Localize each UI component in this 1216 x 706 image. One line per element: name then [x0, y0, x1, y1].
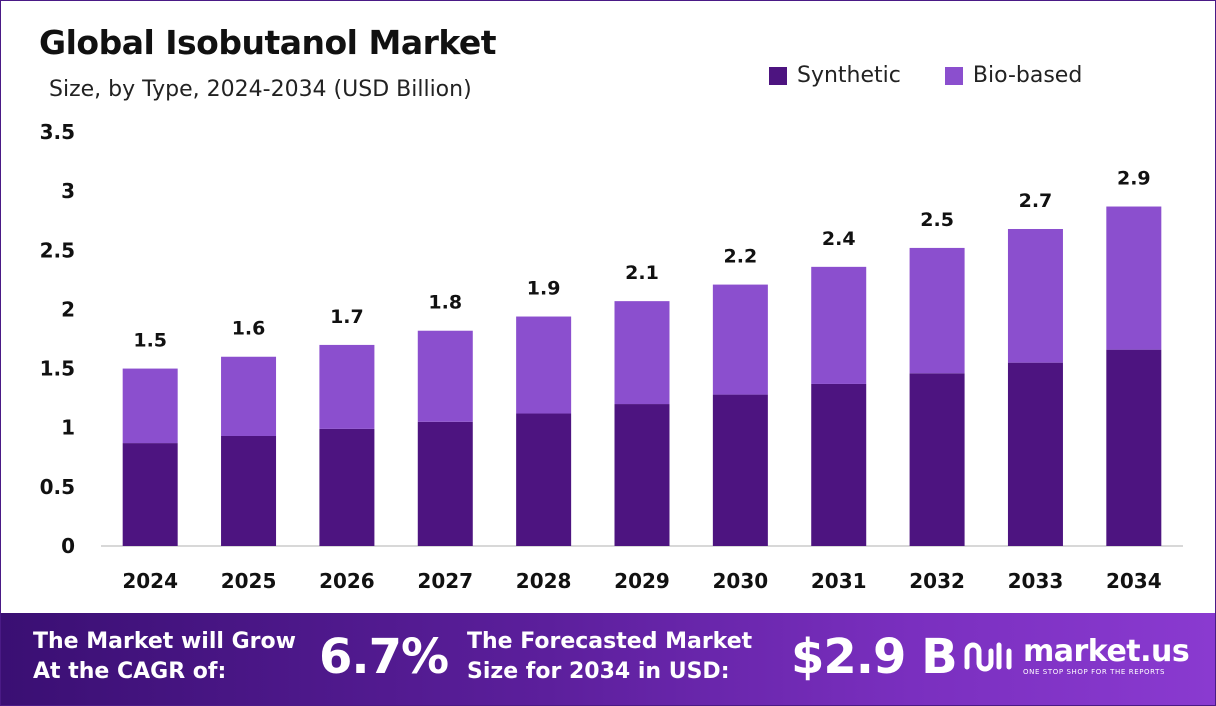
bar-synthetic-2028 [516, 413, 572, 546]
x-tick-label: 2025 [221, 569, 277, 593]
footer-banner: The Market will Grow At the CAGR of: 6.7… [1, 613, 1215, 705]
bar-bio-based-2026 [319, 344, 375, 429]
chart-subtitle: Size, by Type, 2024-2034 (USD Billion) [49, 77, 472, 102]
brand-logo: market.us ONE STOP SHOP FOR THE REPORTS [963, 634, 1190, 677]
legend-label-synthetic: Synthetic [797, 63, 901, 88]
bar-total-label: 2.2 [724, 246, 758, 268]
bar-total-label: 2.4 [822, 228, 856, 250]
x-tick-label: 2033 [1008, 569, 1064, 593]
x-tick-label: 2024 [122, 569, 178, 593]
bar-synthetic-2026 [319, 428, 375, 546]
forecast-label: The Forecasted Market Size for 2034 in U… [467, 629, 753, 684]
bar-chart: 0 0.5 1 1.5 2 2.5 3 3.5 1.5 2024 1.6 2025 1.7 2026 1.8… [40, 120, 1183, 593]
bar-total-label: 2.1 [625, 262, 659, 284]
y-tick-label: 0 [61, 534, 75, 558]
bar-bio-based-2025 [221, 356, 277, 436]
y-tick-label: 2 [61, 297, 75, 321]
x-tick-label: 2032 [909, 569, 965, 593]
bar-bio-based-2031 [811, 266, 867, 384]
x-tick-label: 2028 [516, 569, 572, 593]
bar-total-label: 1.6 [232, 318, 266, 340]
y-tick-label: 3 [61, 179, 75, 203]
x-tick-label: 2031 [811, 569, 867, 593]
market-us-logo-icon [964, 642, 1012, 672]
bar-bio-based-2028 [516, 316, 572, 414]
bar-total-label: 1.9 [527, 278, 561, 300]
bar-total-label: 2.5 [920, 209, 954, 231]
bar-total-label: 1.8 [428, 292, 462, 314]
bar-bio-based-2029 [614, 301, 670, 405]
y-tick-label: 3.5 [40, 120, 75, 144]
legend: Synthetic Bio-based [769, 63, 1082, 88]
bar-total-label: 2.7 [1019, 190, 1053, 212]
chart-title: Global Isobutanol Market [39, 23, 497, 62]
legend-swatch-bio-based [944, 66, 963, 85]
cagr-value: 6.7% [319, 629, 449, 685]
forecast-value: $2.9 B [791, 629, 958, 685]
legend-label-bio-based: Bio-based [972, 63, 1083, 88]
bar-synthetic-2025 [221, 435, 277, 546]
legend-item-synthetic: Synthetic [769, 63, 901, 88]
y-tick-label: 1.5 [40, 357, 75, 381]
brand-tagline: ONE STOP SHOP FOR THE REPORTS [1023, 668, 1166, 676]
bar-synthetic-2033 [1007, 362, 1063, 546]
legend-swatch-synthetic [769, 66, 787, 85]
brand-name: market.us [1023, 634, 1190, 669]
bar-bio-based-2024 [122, 368, 178, 444]
bar-total-label: 1.7 [330, 306, 364, 328]
bar-total-label: 1.5 [133, 330, 167, 352]
bar-bio-based-2034 [1106, 206, 1162, 350]
x-tick-label: 2030 [713, 569, 769, 593]
x-tick-label: 2027 [417, 569, 473, 593]
bar-bio-based-2030 [712, 284, 768, 395]
legend-item-bio-based: Bio-based [944, 63, 1083, 88]
bar-bio-based-2032 [909, 247, 965, 374]
bar-bio-based-2027 [417, 330, 473, 422]
bar-synthetic-2029 [614, 404, 670, 546]
bar-synthetic-2030 [712, 394, 768, 546]
bar-synthetic-2024 [122, 443, 178, 546]
bar-total-label: 2.9 [1117, 168, 1151, 190]
bar-bio-based-2033 [1007, 228, 1063, 363]
x-tick-label: 2034 [1106, 569, 1162, 593]
bar-synthetic-2027 [417, 421, 473, 546]
bar-synthetic-2032 [909, 373, 965, 546]
x-tick-label: 2029 [614, 569, 670, 593]
y-tick-label: 1 [61, 416, 75, 440]
bar-synthetic-2031 [811, 383, 867, 546]
y-tick-label: 0.5 [40, 475, 75, 499]
y-tick-label: 2.5 [40, 238, 75, 262]
cagr-label: The Market will Grow At the CAGR of: [33, 629, 296, 684]
bar-synthetic-2034 [1106, 349, 1162, 546]
x-tick-label: 2026 [319, 569, 375, 593]
